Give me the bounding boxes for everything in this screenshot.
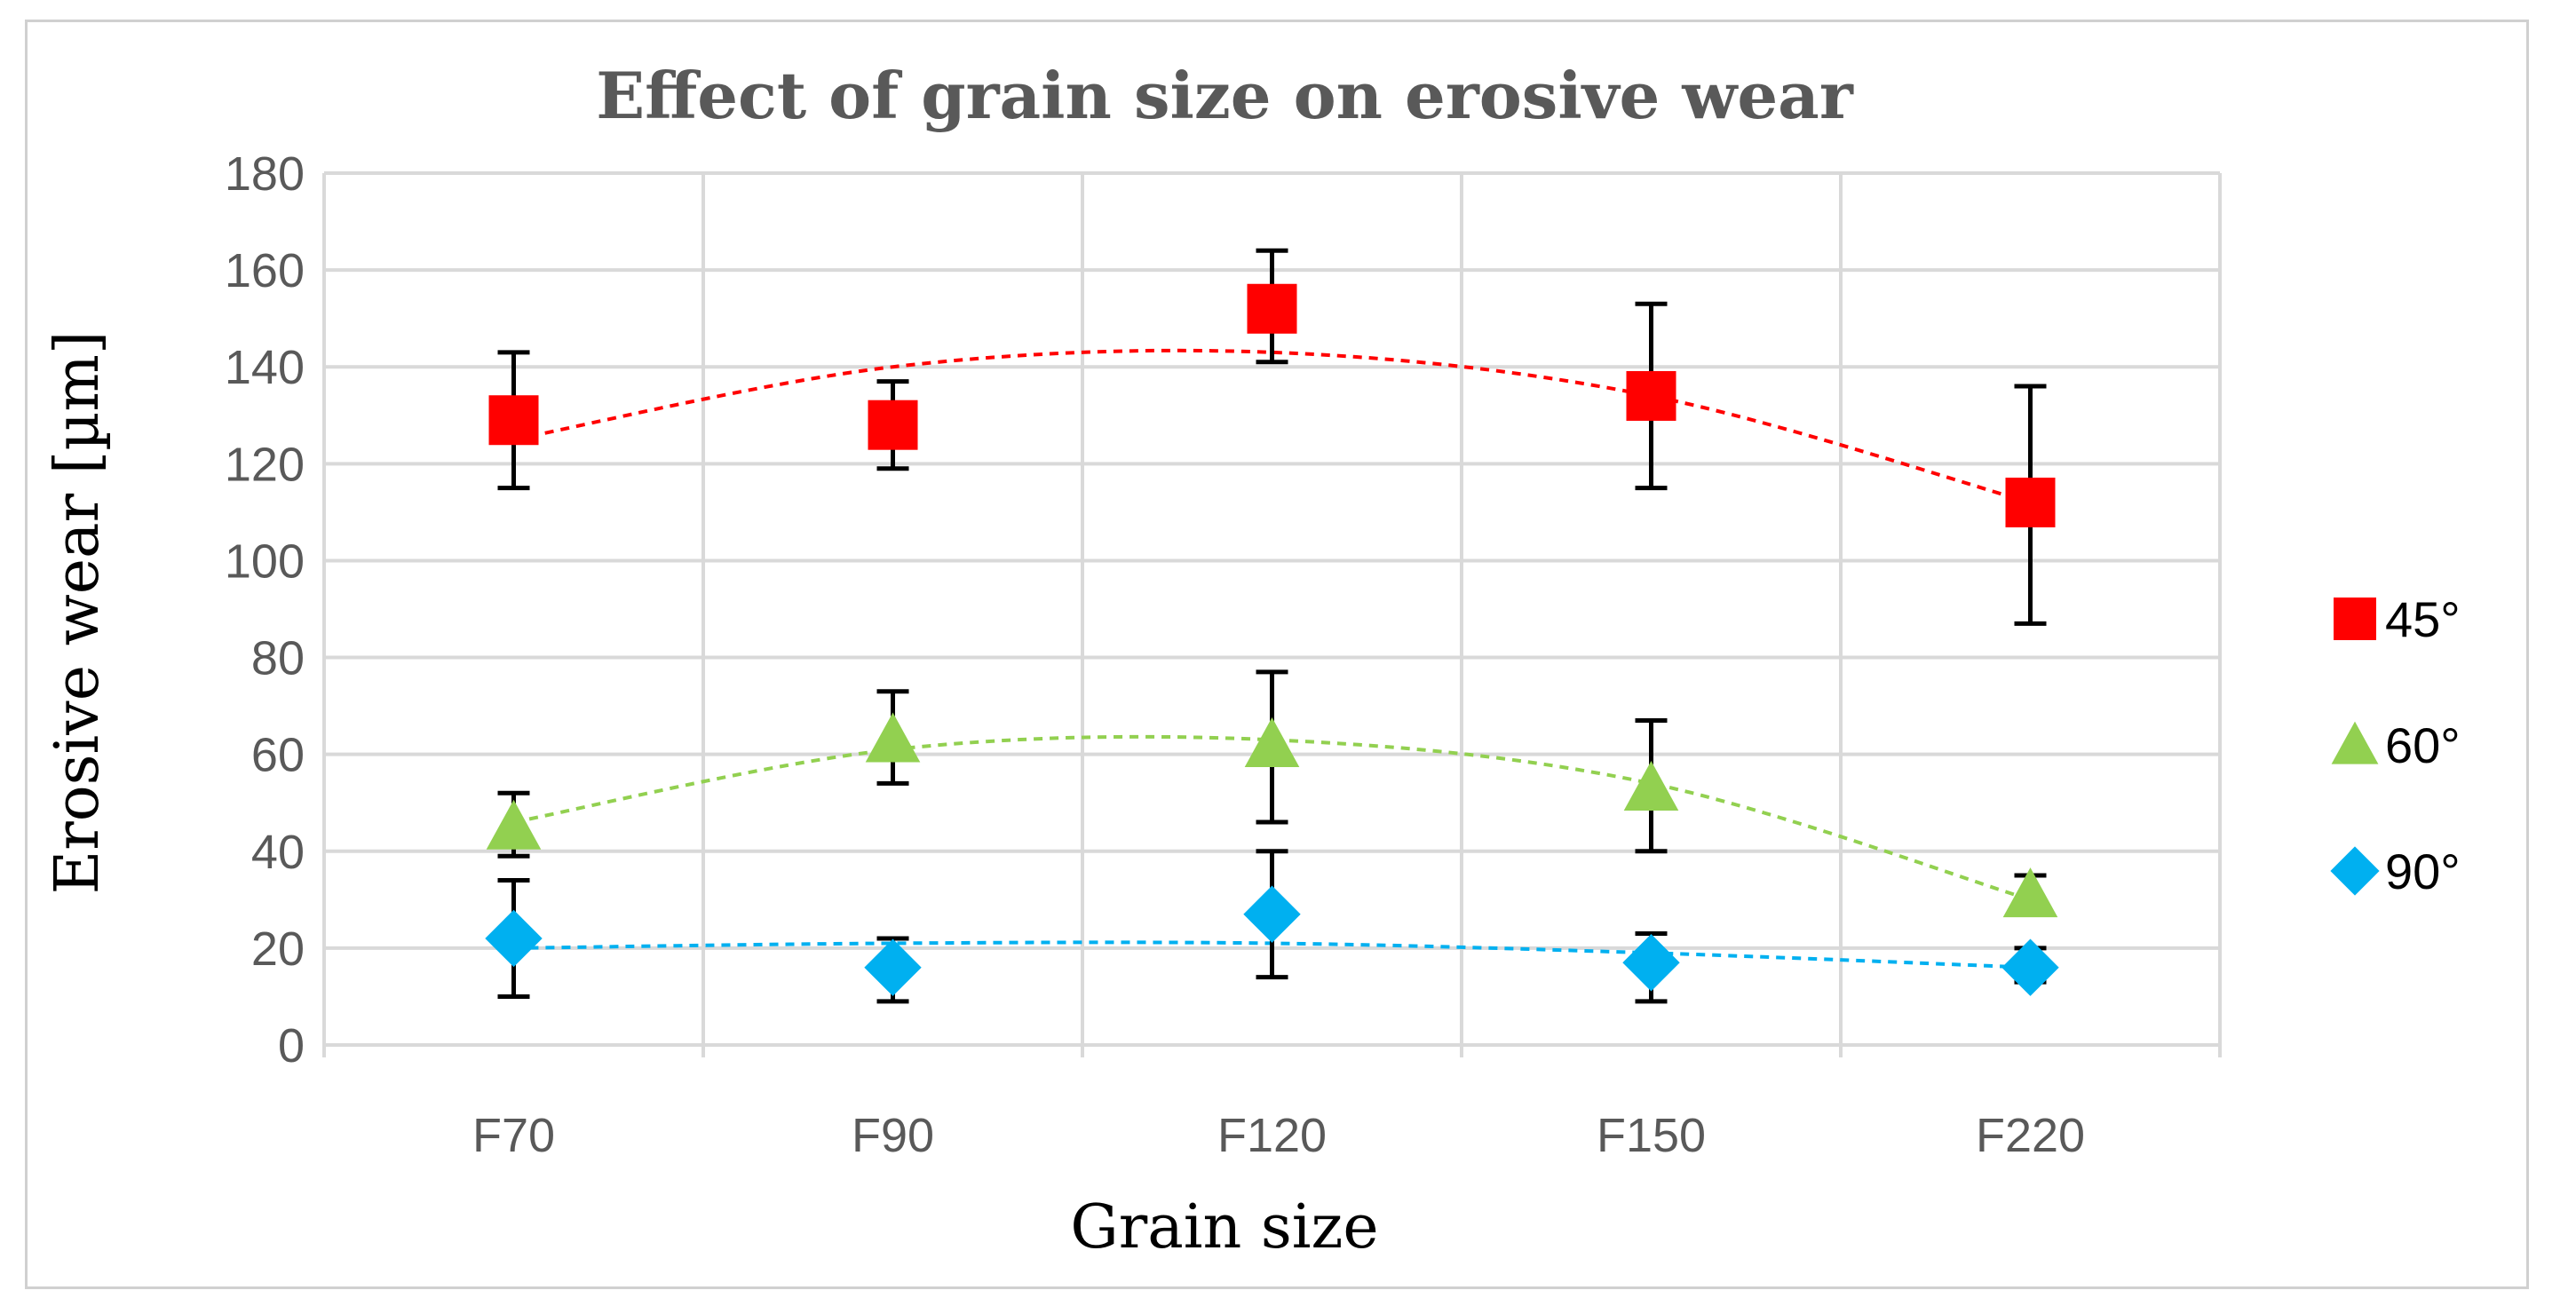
legend-marker-diamond — [2330, 846, 2380, 896]
y-tick-label-20: 20 — [251, 922, 305, 976]
y-tick-label-40: 40 — [251, 826, 305, 879]
data-markers — [485, 283, 2059, 996]
y-tick-label-120: 120 — [225, 438, 305, 491]
point-triangle-f220 — [2002, 867, 2058, 918]
x-axis-title: Grain size — [1070, 1192, 1378, 1263]
x-tick-label-f150: F150 — [1597, 1109, 1706, 1162]
legend-label-square: 45° — [2385, 591, 2461, 647]
y-tick-label-100: 100 — [225, 534, 305, 588]
chart-title: Effect of grain size on erosive wear — [596, 58, 1854, 133]
y-tick-label-60: 60 — [251, 729, 305, 782]
point-triangle-f70 — [486, 799, 542, 850]
y-tick-label-0: 0 — [278, 1019, 305, 1073]
legend-label-diamond: 90° — [2385, 843, 2461, 899]
x-tick-label-f120: F120 — [1217, 1109, 1327, 1162]
point-diamond-f70 — [485, 909, 543, 968]
y-tick-label-80: 80 — [251, 632, 305, 685]
point-diamond-f150 — [1622, 934, 1680, 992]
legend: 45° 60° 90° — [2330, 591, 2461, 899]
point-square-f90 — [868, 400, 918, 450]
chart-frame — [25, 20, 2529, 1289]
point-diamond-f220 — [2001, 938, 2059, 996]
legend-label-triangle: 60° — [2385, 717, 2461, 773]
point-triangle-f120 — [1244, 716, 1300, 767]
trendline-square — [513, 348, 2032, 504]
x-tick-labels: F70 F90 F120 F150 F220 — [472, 1109, 2085, 1162]
point-diamond-f120 — [1243, 885, 1301, 943]
y-tick-label-180: 180 — [225, 147, 305, 201]
point-square-f70 — [488, 395, 539, 446]
y-axis-title: Erosive wear [µm] — [43, 331, 113, 895]
point-triangle-f150 — [1623, 761, 1679, 811]
trendline-triangle — [513, 734, 2032, 902]
legend-marker-square — [2334, 598, 2376, 640]
legend-marker-triangle — [2331, 721, 2379, 764]
x-tick-label-f70: F70 — [472, 1109, 555, 1162]
point-square-f220 — [2005, 477, 2056, 527]
y-tick-label-160: 160 — [225, 244, 305, 297]
x-tick-label-f220: F220 — [1976, 1109, 2085, 1162]
point-diamond-f90 — [864, 938, 922, 996]
y-tick-labels: 0 20 40 60 80 100 120 140 160 180 — [225, 147, 305, 1073]
point-square-f120 — [1247, 283, 1297, 334]
x-tick-label-f90: F90 — [852, 1109, 934, 1162]
point-triangle-f90 — [865, 712, 921, 763]
point-square-f150 — [1626, 370, 1676, 421]
y-tick-label-140: 140 — [225, 341, 305, 394]
